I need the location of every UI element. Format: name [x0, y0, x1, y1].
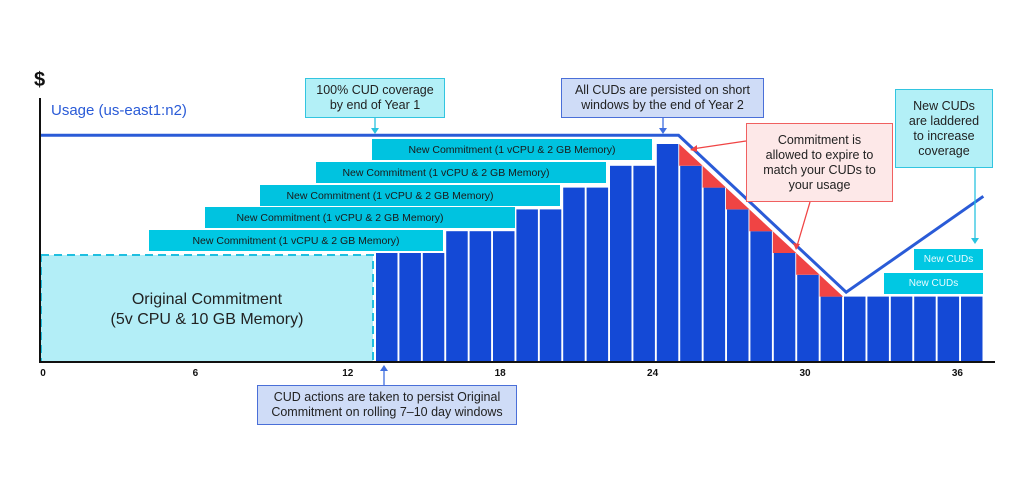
usage-bar	[399, 253, 421, 362]
arrow	[691, 140, 747, 150]
callout-line: coverage	[918, 143, 970, 158]
new-cuds-strip	[884, 273, 983, 294]
callout-line: Commitment on rolling 7–10 day windows	[271, 405, 503, 419]
usage-bar	[797, 274, 819, 362]
usage-bar	[914, 296, 936, 362]
callout-coverage-year1: 100% CUD coverage by end of Year 1	[305, 78, 445, 118]
arrowhead	[380, 365, 388, 371]
x-tick-label: 24	[647, 368, 659, 379]
callout-line: Commitment is	[777, 132, 862, 147]
original-commitment-line: Original Commitment	[131, 291, 283, 308]
usage-bar	[656, 144, 679, 362]
expired-commitment-triangle	[819, 274, 844, 297]
usage-bar	[563, 187, 585, 362]
x-tick-label: 36	[951, 368, 963, 379]
callout-line: match your CUDs to	[763, 162, 876, 177]
expired-commitment-triangle	[772, 231, 797, 253]
usage-bar	[820, 296, 843, 362]
expired-commitment-triangle	[679, 144, 703, 166]
callout-line: All CUDs are persisted on short	[574, 83, 751, 97]
callout-line: CUD actions are taken to persist Origina…	[273, 390, 501, 404]
usage-bar	[867, 296, 889, 362]
callout-line: windows by the end of Year 2	[581, 98, 744, 112]
callout-line: by end of Year 1	[329, 98, 421, 112]
usage-bar	[633, 165, 655, 362]
callout-line: are laddered	[908, 113, 980, 128]
new-commitment-label: New Commitment (1 vCPU & 2 GB Memory)	[342, 166, 550, 179]
x-tick-label: 30	[799, 368, 811, 379]
usage-bar	[937, 296, 960, 362]
original-commitment-line: (5v CPU & 10 GB Memory)	[110, 311, 304, 328]
new-commitment-label: New Commitment (1 vCPU & 2 GB Memory)	[236, 211, 444, 224]
usage-bar	[703, 187, 726, 362]
usage-bar	[469, 231, 492, 362]
new-commitment-strip	[316, 162, 606, 183]
usage-bar	[961, 296, 983, 362]
usage-bar	[773, 253, 796, 362]
usage-bar	[516, 209, 538, 362]
usage-bar	[586, 187, 609, 362]
usage-bar	[844, 296, 866, 362]
x-tick-label: 0	[40, 368, 46, 379]
arrowhead	[690, 145, 697, 152]
new-commitment-strip	[260, 185, 560, 206]
expired-commitment-triangle	[749, 209, 773, 232]
usage-bar	[493, 231, 515, 362]
new-commitment-label: New Commitment (1 vCPU & 2 GB Memory)	[192, 234, 400, 247]
callout-line: allowed to expire to	[765, 147, 874, 162]
x-tick-label: 12	[342, 368, 354, 379]
arrowhead	[971, 238, 979, 244]
usage-label: Usage (us-east1:n2)	[51, 102, 187, 119]
arrowhead	[371, 128, 379, 134]
usage-bar	[539, 209, 562, 362]
usage-bar	[610, 165, 632, 362]
usage-bar	[422, 253, 445, 362]
x-tick-label: 18	[494, 368, 506, 379]
expired-commitment-triangle	[726, 187, 750, 210]
usage-line	[41, 133, 985, 295]
new-cuds-label: New CUDs	[923, 254, 974, 265]
arrowhead	[793, 243, 800, 250]
new-commitment-strip	[372, 139, 652, 160]
original-commitment-label: Original Commitment (5v CPU & 10 GB Memo…	[41, 280, 373, 340]
y-axis-symbol: $	[34, 69, 46, 91]
x-tick-label: 6	[192, 368, 199, 379]
new-commitment-strip	[149, 230, 443, 251]
usage-bar	[446, 231, 468, 362]
new-commitment-label: New Commitment (1 vCPU & 2 GB Memory)	[286, 189, 494, 202]
expired-commitment-triangle	[702, 165, 727, 188]
usage-bar	[680, 165, 702, 362]
new-commitment-label: New Commitment (1 vCPU & 2 GB Memory)	[408, 143, 616, 156]
new-commitment-strip	[205, 207, 515, 228]
callout-line: to increase	[913, 128, 975, 143]
callout-cud-actions: CUD actions are taken to persist Origina…	[257, 385, 517, 425]
arrowhead	[659, 128, 667, 134]
callout-line: New CUDs	[913, 98, 975, 113]
callout-expire: Commitment is allowed to expire to match…	[746, 123, 893, 202]
usage-bar	[376, 253, 398, 362]
callout-persisted-year2: All CUDs are persisted on short windows …	[561, 78, 764, 118]
expired-commitment-triangle	[796, 253, 820, 275]
usage-bar	[727, 209, 749, 362]
callout-line: your usage	[788, 177, 851, 192]
callout-laddered: New CUDs are laddered to increase covera…	[895, 89, 993, 168]
new-cuds-strip	[914, 249, 983, 270]
usage-bar	[750, 231, 772, 362]
usage-bar	[890, 296, 913, 362]
new-cuds-label: New CUDs	[908, 278, 959, 289]
arrow	[796, 201, 811, 247]
callout-line: 100% CUD coverage	[316, 83, 434, 97]
